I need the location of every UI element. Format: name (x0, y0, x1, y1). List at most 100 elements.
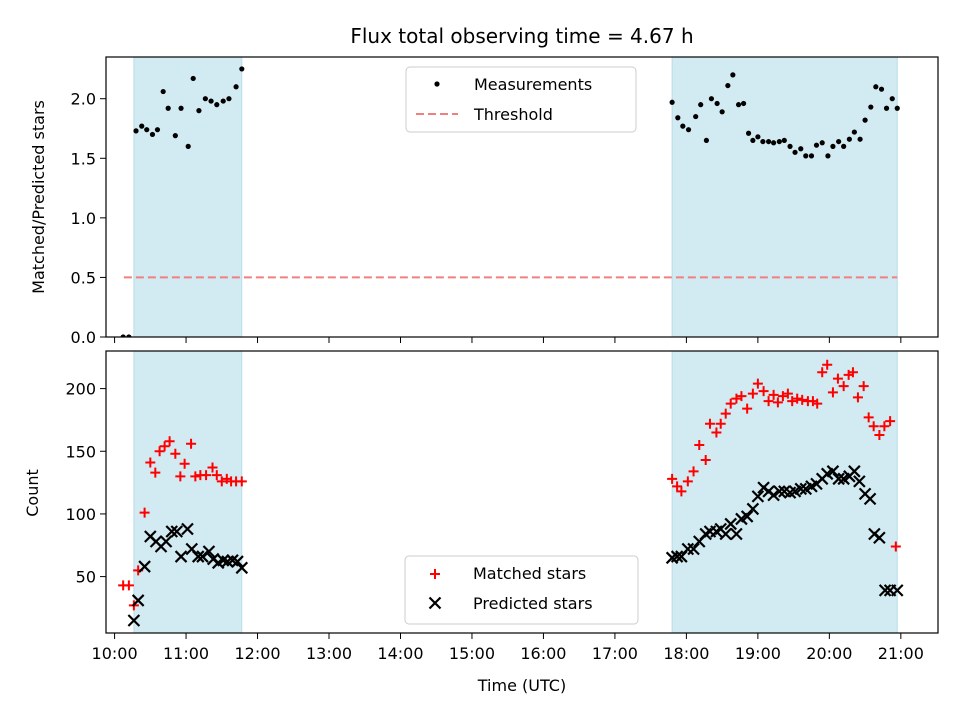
measurement-point (792, 149, 798, 155)
predicted-star-point (848, 465, 861, 478)
matched-star-point (782, 388, 793, 399)
legend-measurements-marker (434, 81, 440, 87)
predicted-star-point (773, 485, 786, 498)
matched-star-point (758, 386, 769, 397)
measurement-point (873, 84, 879, 90)
measurement-point (139, 123, 145, 129)
measurement-point (149, 131, 156, 138)
measurement-point (226, 96, 232, 102)
measurement-point (680, 123, 686, 129)
matched-star-point (186, 438, 197, 449)
measurement-point (239, 66, 245, 72)
x-tick-label: 20:00 (806, 644, 852, 663)
measurement-point (714, 100, 720, 107)
count-y-tick-label: 150 (65, 442, 96, 461)
x-tick-label: 19:00 (735, 644, 781, 663)
legend-matched-label: Matched stars (473, 564, 586, 583)
matched-star-point (150, 467, 161, 478)
measurement-point (846, 136, 852, 142)
count-y-tick-label: 200 (65, 380, 96, 399)
measurement-point (190, 75, 196, 82)
ratio-y-tick-label: 0.0 (71, 328, 96, 347)
x-tick-label: 14:00 (377, 644, 423, 663)
measurement-point (126, 334, 132, 337)
matched-star-point (890, 541, 901, 552)
measurement-point (781, 137, 787, 144)
x-tick-label: 13:00 (306, 644, 352, 663)
measurement-point (745, 130, 752, 136)
matched-star-point (682, 476, 693, 487)
measurement-point (669, 99, 675, 105)
predicted-star-point (767, 488, 780, 502)
matched-star-point (847, 367, 858, 378)
predicted-star-point (740, 510, 754, 523)
count-panel: Count Time (UTC) 50 100 150 200 10:00 11:00 12… (23, 350, 939, 695)
predicted-star-point (159, 535, 173, 548)
predicted-star-point (181, 522, 194, 536)
measurement-point (819, 140, 825, 146)
measurement-point (160, 88, 166, 95)
predicted-star-point (131, 594, 145, 607)
matched-star-point (207, 462, 218, 473)
predicted-star-point (863, 492, 877, 506)
matched-star-point (852, 392, 863, 403)
predicted-star-point (878, 584, 892, 597)
predicted-star-point (202, 545, 216, 558)
x-tick-label: 18:00 (663, 644, 709, 663)
measurement-point (133, 128, 139, 134)
count-series-predicted (127, 465, 904, 627)
legend-predicted-label: Predicted stars (473, 594, 593, 613)
predicted-star-point (873, 531, 886, 545)
matched-star-point (170, 448, 181, 459)
matched-star-point (175, 471, 186, 482)
x-axis-label: Time (UTC) (477, 676, 566, 695)
x-tick-label: 11:00 (163, 644, 209, 663)
matched-star-point (812, 398, 823, 409)
count-axes-frame (105, 350, 939, 634)
matched-star-point (763, 396, 774, 407)
measurement-point (172, 133, 178, 139)
predicted-star-point (746, 502, 760, 516)
measurement-point (776, 138, 782, 145)
predicted-star-point (826, 465, 840, 478)
predicted-star-point (730, 527, 743, 541)
matched-star-point (874, 429, 885, 440)
count-legend: Matched stars Predicted stars (404, 555, 639, 625)
predicted-star-point (174, 550, 188, 563)
predicted-star-point (687, 542, 700, 556)
matched-star-point (720, 408, 731, 419)
matched-star-point (211, 470, 222, 481)
matched-star-point (179, 458, 190, 469)
measurement-point (708, 96, 715, 102)
count-shaded-interval (133, 351, 243, 633)
measurement-point (771, 140, 777, 146)
matched-star-point (201, 470, 212, 481)
matched-star-point (164, 436, 175, 447)
ratio-y-label: Matched/Predicted stars (29, 100, 48, 294)
measurement-point (735, 102, 742, 108)
measurement-point (685, 127, 692, 133)
predicted-star-point (890, 584, 904, 597)
predicted-star-point (231, 555, 244, 568)
matched-star-point (742, 403, 753, 414)
measurement-point (841, 143, 847, 149)
ratio-series-measurements (120, 66, 900, 337)
legend-box (404, 555, 639, 625)
measurement-point (165, 105, 171, 111)
matched-star-point (715, 418, 726, 429)
ratio-shaded-interval (671, 57, 898, 337)
x-tick-label: 16:00 (520, 644, 566, 663)
count-series-matched (118, 359, 901, 611)
predicted-star-point (794, 482, 808, 496)
measurement-point (730, 72, 736, 78)
measurement-point (202, 96, 208, 102)
matched-star-point (688, 466, 699, 477)
measurement-point (675, 115, 681, 121)
measurement-point (878, 86, 885, 92)
measurement-point (851, 129, 857, 135)
legend-threshold-label: Threshold (473, 105, 553, 124)
matched-star-point (139, 507, 150, 518)
matched-star-point (736, 391, 747, 402)
matched-star-point (123, 580, 134, 591)
